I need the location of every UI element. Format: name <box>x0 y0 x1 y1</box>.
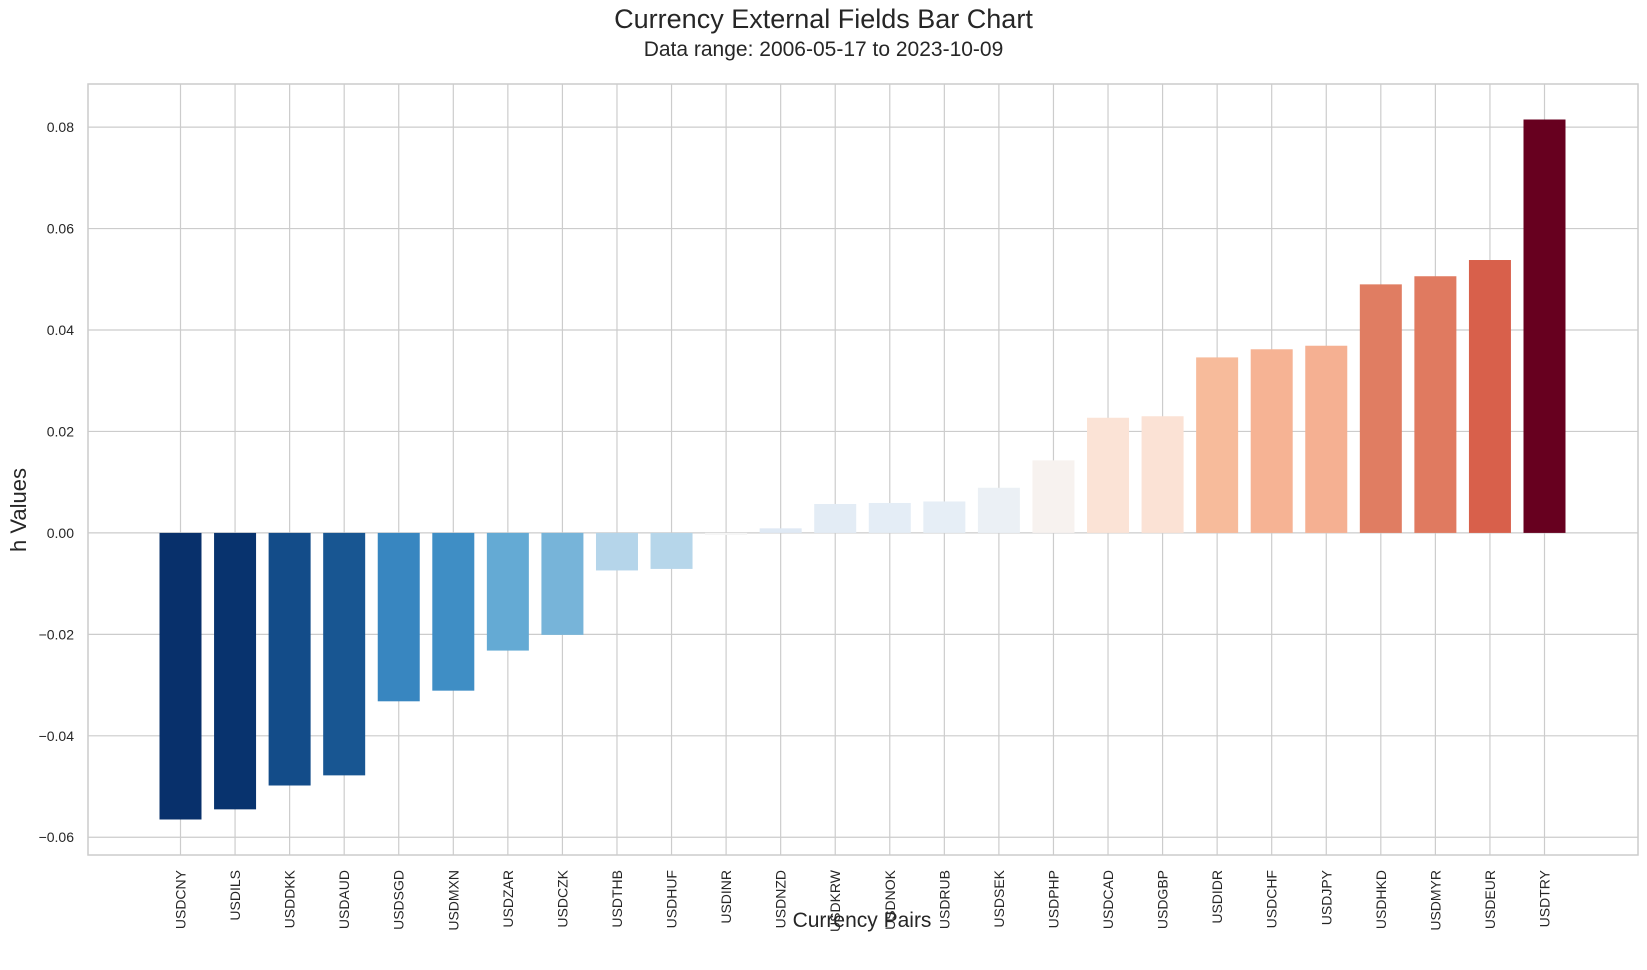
bars <box>159 119 1566 820</box>
x-tick-label: USDCZK <box>554 869 570 927</box>
x-tick-label: USDKRW <box>827 869 843 932</box>
chart-subtitle: Data range: 2006-05-17 to 2023-10-09 <box>643 38 1004 61</box>
x-tick-label: USDMXN <box>445 870 461 931</box>
bar-usdmyr <box>1414 276 1457 533</box>
bar-usdcad <box>1087 417 1130 533</box>
y-tick-label: 0.06 <box>47 221 74 237</box>
bar-usdgbp <box>1141 416 1184 533</box>
y-tick-label: −0.02 <box>39 626 75 642</box>
x-tick-label: USDCAD <box>1100 870 1116 929</box>
x-tick-label: USDNOK <box>882 869 898 930</box>
bar-usdnzd <box>759 528 802 533</box>
bar-usdnok <box>868 502 911 533</box>
bar-usdczk <box>541 532 584 635</box>
y-axis-label: h Values <box>6 468 31 552</box>
x-tick-label: USDZAR <box>500 870 516 928</box>
x-tick-label: USDDKK <box>282 869 298 928</box>
bar-usdtry <box>1523 119 1566 533</box>
bar-usdjpy <box>1305 345 1348 533</box>
x-tick-label: USDJPY <box>1318 869 1334 925</box>
y-tick-label: 0.00 <box>47 525 74 541</box>
x-axis-ticks: USDCNY USDILS USDDKK USDAUD USDSGD USDMXN USDZ… <box>173 869 1553 932</box>
bar-usdsek <box>977 487 1020 533</box>
x-tick-label: USDHKD <box>1373 870 1389 929</box>
chart-title: Currency External Fields Bar Chart <box>614 4 1033 34</box>
bar-usdidr <box>1196 357 1239 533</box>
x-tick-label: USDCNY <box>173 869 189 929</box>
bar-usdcny <box>159 532 202 820</box>
bar-usdhkd <box>1359 284 1402 533</box>
bar-usdsgd <box>377 532 420 702</box>
bar-usdhuf <box>650 532 693 569</box>
bar-usdrub <box>923 501 966 533</box>
y-tick-label: −0.04 <box>39 728 75 744</box>
bar-usdkrw <box>814 503 857 533</box>
x-tick-label: USDGBP <box>1155 870 1171 929</box>
bar-usdmxn <box>432 532 475 691</box>
bar-usdinr <box>705 532 748 535</box>
x-tick-label: USDTRY <box>1537 869 1553 927</box>
x-tick-label: USDILS <box>227 870 243 921</box>
x-tick-label: USDMYR <box>1427 870 1443 931</box>
bar-usdaud <box>323 532 366 776</box>
bar-usdchf <box>1250 349 1293 533</box>
x-tick-label: USDHUF <box>664 870 680 928</box>
x-tick-label: USDRUB <box>936 870 952 929</box>
grid-lines <box>88 84 1638 855</box>
bar-usdils <box>214 532 257 810</box>
x-tick-label: USDNZD <box>773 870 789 928</box>
y-tick-label: 0.04 <box>47 322 74 338</box>
bar-usdzar <box>486 532 529 651</box>
x-tick-label: USDCHF <box>1264 870 1280 928</box>
y-tick-label: −0.06 <box>39 829 75 845</box>
y-axis-ticks: −0.06 −0.04 −0.02 0.00 0.02 0.04 0.06 0.08 <box>39 119 75 845</box>
x-tick-label: USDTHB <box>609 870 625 928</box>
x-tick-label: USDINR <box>718 870 734 924</box>
x-axis-label: Currency Pairs <box>793 909 932 932</box>
plot-frame <box>87 83 1639 856</box>
x-tick-label: USDIDR <box>1209 870 1225 924</box>
y-tick-label: 0.02 <box>47 423 74 439</box>
x-tick-label: USDPHP <box>1045 870 1061 928</box>
bar-usdphp <box>1032 460 1075 533</box>
x-tick-label: USDSGD <box>391 870 407 930</box>
bar-usdeur <box>1468 260 1511 533</box>
x-tick-label: USDSEK <box>991 869 1007 927</box>
x-tick-label: USDAUD <box>336 870 352 929</box>
bar-usdthb <box>595 532 638 571</box>
y-tick-label: 0.08 <box>47 119 74 135</box>
bar-usddkk <box>268 532 311 786</box>
x-tick-label: USDEUR <box>1482 870 1498 929</box>
